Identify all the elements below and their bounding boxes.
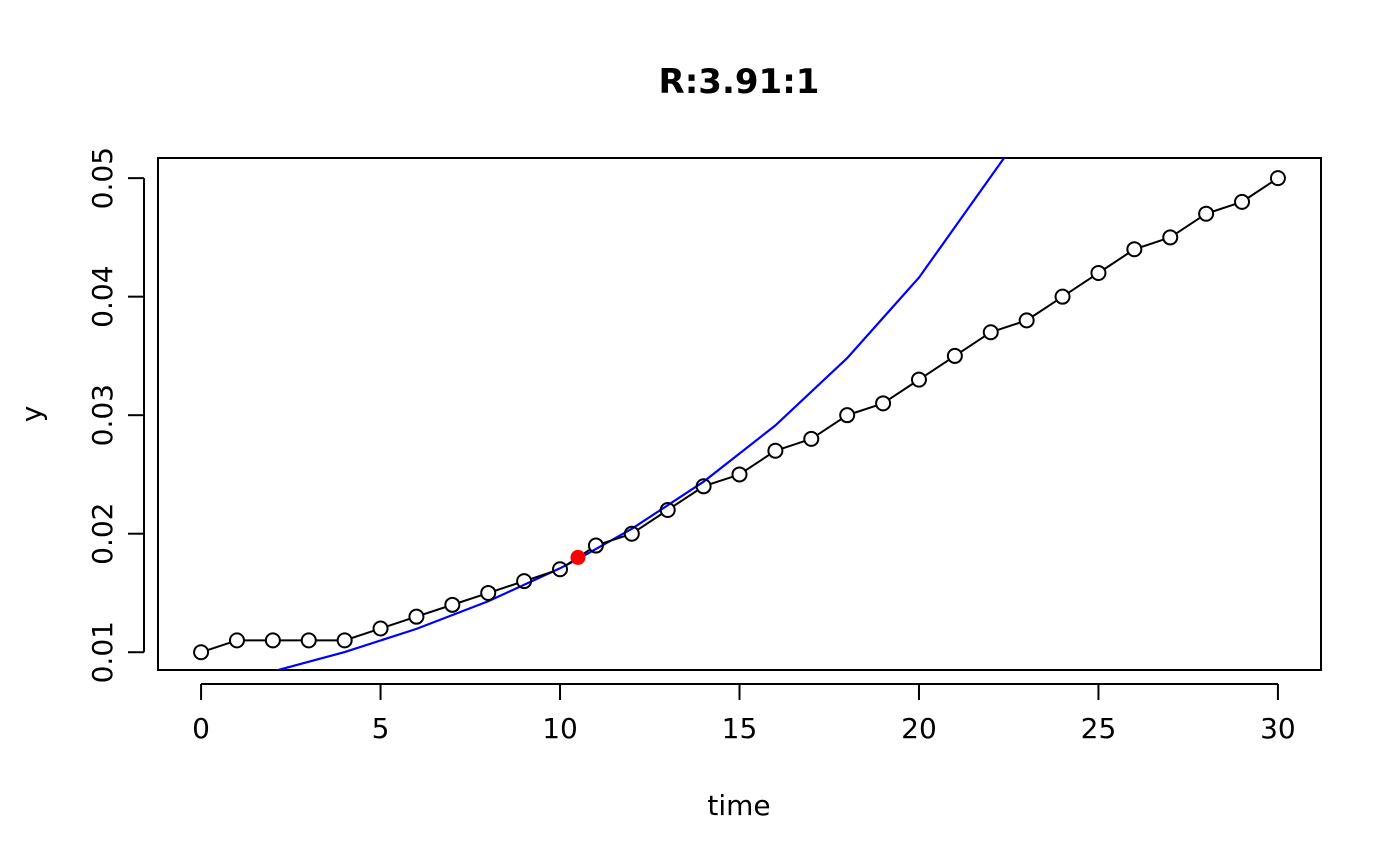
plot-area bbox=[193, 158, 1286, 670]
data-line-segment bbox=[744, 453, 771, 472]
y-tick-label: 0.01 bbox=[86, 621, 119, 683]
chart-title: R:3.91:1 bbox=[659, 62, 820, 102]
data-line-segment bbox=[924, 358, 950, 377]
data-point bbox=[839, 407, 856, 424]
data-line-segment bbox=[960, 335, 986, 353]
data-line-segment bbox=[1175, 216, 1201, 235]
y-axis: 0.01 0.02 0.03 0.04 0.05 bbox=[86, 147, 145, 683]
data-line-segment bbox=[1140, 238, 1164, 249]
data-line-segment bbox=[853, 404, 877, 414]
data-point bbox=[982, 324, 999, 341]
data-point bbox=[480, 584, 497, 601]
highlight-point bbox=[570, 549, 586, 565]
x-tick-label: 25 bbox=[1081, 712, 1117, 745]
data-line-segment bbox=[709, 475, 734, 486]
data-point bbox=[695, 478, 712, 495]
data-line-segment bbox=[494, 582, 518, 592]
x-tick-label: 5 bbox=[372, 712, 390, 745]
data-line-segment bbox=[458, 594, 482, 604]
data-point bbox=[1234, 193, 1251, 210]
data-point bbox=[1269, 170, 1286, 187]
data-point bbox=[1090, 264, 1107, 281]
data-line-segment bbox=[888, 382, 914, 401]
data-point bbox=[767, 442, 784, 459]
data-line-segment bbox=[1067, 275, 1094, 294]
data-line-segment bbox=[816, 418, 842, 436]
data-line-segment bbox=[1031, 299, 1058, 318]
data-point bbox=[875, 395, 892, 412]
data-point bbox=[300, 632, 317, 649]
data-line-segment bbox=[997, 321, 1021, 331]
y-tick-label: 0.03 bbox=[86, 384, 119, 446]
x-tick-label: 20 bbox=[901, 712, 937, 745]
x-tick-label: 30 bbox=[1260, 712, 1296, 745]
x-tick-label: 15 bbox=[722, 712, 758, 745]
x-axis: 0 5 10 15 20 25 30 bbox=[192, 683, 1296, 745]
data-point bbox=[408, 608, 425, 625]
data-point bbox=[372, 620, 389, 637]
data-line-segment bbox=[1247, 181, 1273, 199]
data-point bbox=[444, 596, 461, 613]
data-line-segment bbox=[530, 570, 554, 580]
data-line-segment bbox=[673, 489, 699, 507]
y-tick-label: 0.02 bbox=[86, 503, 119, 565]
data-point bbox=[336, 632, 353, 649]
data-point bbox=[659, 502, 676, 518]
data-point bbox=[1198, 205, 1215, 222]
plot-frame bbox=[157, 157, 1322, 671]
data-point bbox=[264, 632, 281, 649]
data-line-segment bbox=[422, 606, 447, 616]
data-line-segment bbox=[350, 629, 375, 640]
data-line-segment bbox=[1103, 252, 1130, 270]
data-point bbox=[516, 573, 533, 590]
fit-curve-line bbox=[273, 158, 1005, 670]
y-tick-label: 0.04 bbox=[86, 265, 119, 327]
data-point bbox=[623, 525, 640, 542]
data-point bbox=[1054, 288, 1071, 305]
data-line-segment bbox=[637, 513, 663, 531]
x-tick-label: 0 bbox=[192, 712, 210, 745]
data-line-segment bbox=[207, 641, 231, 651]
x-axis-label: time bbox=[707, 789, 770, 822]
data-point bbox=[1126, 241, 1143, 258]
data-point bbox=[946, 347, 963, 364]
data-point bbox=[587, 537, 604, 554]
data-point bbox=[1018, 312, 1035, 329]
y-tick-label: 0.05 bbox=[86, 147, 119, 209]
data-point bbox=[803, 430, 820, 447]
data-line-segment bbox=[386, 617, 411, 628]
data-point bbox=[910, 371, 927, 388]
data-line-segment bbox=[781, 440, 805, 450]
x-tick-label: 10 bbox=[542, 712, 578, 745]
data-line-segment bbox=[602, 534, 626, 545]
data-point bbox=[193, 644, 210, 661]
data-point bbox=[552, 561, 569, 578]
data-point bbox=[731, 466, 748, 483]
data-point bbox=[1162, 229, 1179, 246]
data-point bbox=[228, 632, 245, 649]
y-axis-label: y bbox=[15, 406, 48, 423]
data-line-segment bbox=[1212, 203, 1236, 213]
